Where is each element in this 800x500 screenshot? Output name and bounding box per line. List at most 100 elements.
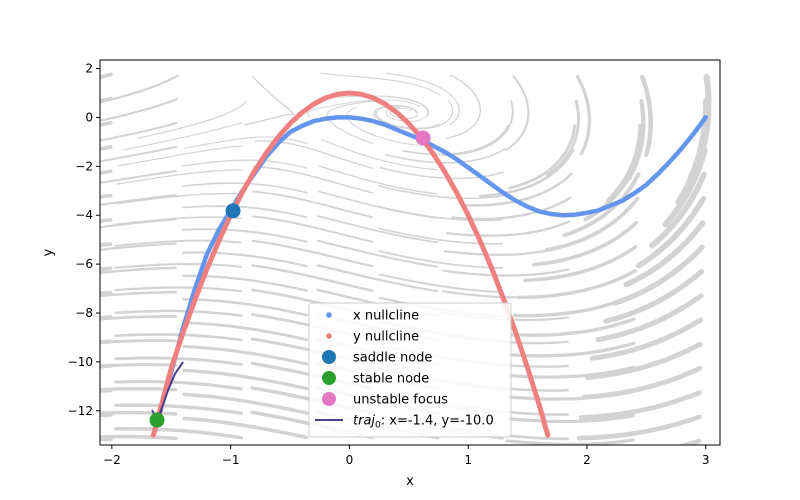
streamline-47 (461, 172, 573, 207)
streamline-133 (182, 368, 309, 391)
streamline-27 (508, 124, 577, 190)
streamline-2 (244, 75, 296, 126)
streamline-102 (114, 309, 243, 317)
streamline-50 (100, 193, 113, 199)
streamline-119 (585, 341, 703, 380)
streamline-150 (100, 436, 113, 442)
streamline-140 (100, 412, 113, 418)
streamline-87 (442, 268, 570, 277)
legend-label-3: stable node (353, 372, 429, 387)
y-tick-label-6: −10 (68, 355, 93, 369)
legend-handle-4 (322, 392, 336, 406)
fixed-point-0 (225, 203, 241, 219)
streamline-29 (675, 122, 709, 206)
streamline-23 (306, 99, 421, 118)
streamline-33 (184, 136, 308, 149)
fixed-points (149, 130, 431, 428)
streamline-52 (115, 192, 242, 205)
streamline-142 (114, 403, 243, 415)
streamline-28 (605, 123, 643, 203)
plot-frame (99, 59, 721, 446)
y-tick-label-1: 0 (85, 110, 93, 124)
streamline-45 (320, 139, 438, 171)
streamline-31 (100, 145, 178, 163)
streamline-64 (252, 190, 374, 219)
streamline-32 (118, 145, 242, 167)
streamline-6 (505, 75, 530, 151)
streamline-90 (100, 290, 113, 296)
streamline-91 (100, 290, 177, 298)
axes: −2 −1 0 1 2 320−2−4−6−8−10−12 (68, 62, 710, 467)
legend-label-5: traj0: x=-1.4, y=-10.0 (353, 414, 494, 431)
streamline-49 (649, 171, 707, 249)
streamline-17 (546, 99, 580, 177)
streamline-103 (182, 297, 309, 317)
streamline-68 (532, 220, 639, 267)
streamline-55 (318, 165, 438, 195)
streamline-84 (251, 239, 374, 268)
streamline-30 (100, 145, 113, 151)
streamline-110 (100, 339, 113, 345)
streamline-65 (317, 190, 438, 219)
y-tick-label-4: −6 (75, 257, 93, 271)
streamline-16 (443, 100, 514, 157)
streamline-121 (100, 363, 178, 368)
streamline-60 (100, 217, 113, 223)
streamline-21 (100, 121, 178, 142)
legend-label-0: x nullcline (353, 309, 419, 324)
streamline-8 (639, 74, 653, 157)
x-tick-label-0: −2 (103, 453, 121, 467)
legend-handle-3 (322, 371, 336, 385)
streamline-111 (100, 339, 178, 344)
streamline-5 (446, 74, 482, 139)
streamline-77 (443, 244, 570, 256)
legend-label-4: unstable focus (353, 393, 448, 408)
streamline-80 (100, 266, 113, 272)
streamline-83 (182, 251, 308, 268)
streamline-48 (562, 172, 641, 238)
streamline-153 (182, 416, 309, 440)
streamline-0 (100, 72, 114, 80)
streamline-123 (182, 344, 309, 366)
x-tick-label-1: −1 (222, 453, 240, 467)
streamline-71 (100, 242, 177, 251)
y-tick-label-2: −2 (75, 159, 93, 173)
legend-handle-2 (322, 350, 336, 364)
streamline-95 (316, 264, 439, 293)
streamline-22 (122, 122, 243, 151)
streamline-122 (114, 356, 243, 366)
streamline-113 (182, 321, 309, 342)
streamline-54 (252, 165, 373, 194)
streamline-78 (523, 245, 638, 283)
streamline-158 (505, 438, 635, 445)
streamline-62 (114, 216, 242, 226)
streamline-138 (506, 389, 636, 401)
legend-box (308, 302, 512, 438)
streamline-82 (114, 262, 243, 269)
series-line-1 (150, 90, 551, 438)
streamline-94 (251, 264, 374, 292)
streamline-86 (378, 250, 504, 269)
streamline-59 (635, 195, 707, 269)
streamline-66 (378, 205, 504, 222)
legend-label-1: y nullcline (353, 330, 419, 345)
streamline-61 (100, 218, 177, 229)
streamline-109 (589, 317, 704, 361)
streamline-149 (576, 414, 702, 441)
streamline-41 (100, 169, 177, 184)
y-tick-label-0: 2 (85, 62, 93, 76)
y-tick-label-3: −4 (75, 208, 93, 222)
y-tick-label-7: −12 (68, 404, 93, 418)
streamline-69 (623, 220, 706, 288)
streamline-7 (576, 75, 591, 156)
streamline-51 (100, 194, 177, 206)
streamline-20 (100, 120, 113, 127)
streamline-4 (385, 72, 460, 125)
streamline-132 (114, 380, 243, 391)
streamline-13 (320, 95, 430, 118)
x-tick-label-2: 0 (346, 453, 354, 467)
streamline-96 (378, 273, 504, 293)
x-tick-label-5: 3 (702, 453, 710, 467)
x-axis-label: x (406, 474, 414, 489)
